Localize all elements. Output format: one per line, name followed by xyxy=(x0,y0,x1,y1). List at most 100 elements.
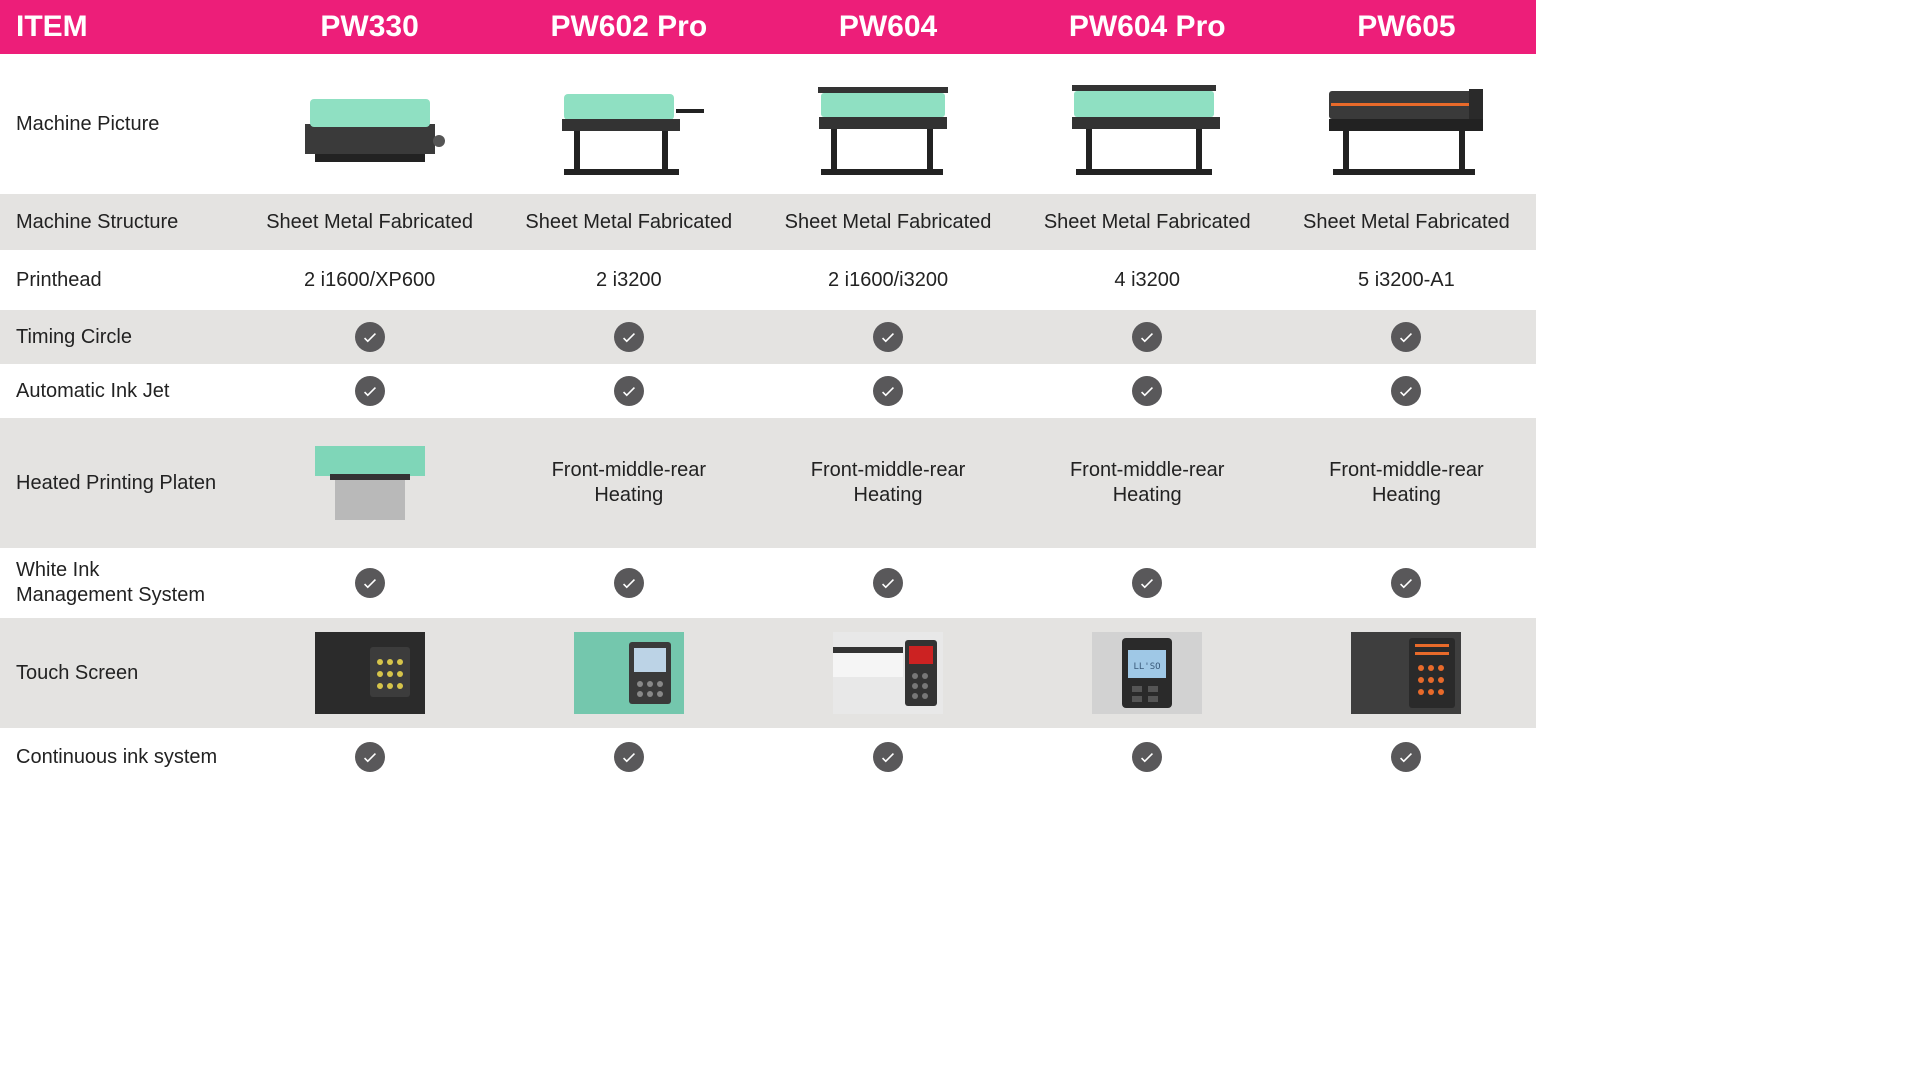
header-col-2: PW604 xyxy=(758,6,1017,48)
label-printhead: Printhead xyxy=(0,269,240,292)
check-icon xyxy=(1132,376,1162,406)
row-whiteink: White Ink Management System xyxy=(0,548,1536,618)
touchscreen-image-0 xyxy=(315,632,425,714)
check-icon xyxy=(873,742,903,772)
touchscreen-image-4 xyxy=(1351,632,1461,714)
check-icon xyxy=(873,376,903,406)
printer-image-pw330 xyxy=(285,69,455,179)
row-structure: Machine Structure Sheet Metal Fabricated… xyxy=(0,194,1536,250)
timing-2 xyxy=(758,318,1017,356)
table-header-row: ITEM PW330 PW602 Pro PW604 PW604 Pro PW6… xyxy=(0,0,1536,54)
touchscreen-image-1 xyxy=(574,632,684,714)
printhead-0: 2 i1600/XP600 xyxy=(240,265,499,296)
structure-4: Sheet Metal Fabricated xyxy=(1277,207,1536,238)
svg-text:LL'SO: LL'SO xyxy=(1134,662,1161,672)
structure-2: Sheet Metal Fabricated xyxy=(758,207,1017,238)
check-icon xyxy=(614,742,644,772)
platen-text-3: Front-middle-rear Heating xyxy=(1070,458,1224,508)
screen-4 xyxy=(1277,628,1536,718)
check-icon xyxy=(614,568,644,598)
ciss-0 xyxy=(240,738,499,776)
timing-4 xyxy=(1277,318,1536,356)
printer-image-pw602pro xyxy=(544,69,714,179)
autoink-1 xyxy=(499,372,758,410)
check-icon xyxy=(614,322,644,352)
label-timing: Timing Circle xyxy=(0,326,240,349)
row-platen: Heated Printing Platen Front-middle-rear… xyxy=(0,418,1536,548)
ciss-3 xyxy=(1018,738,1277,776)
row-ciss: Continuous ink system xyxy=(0,728,1536,786)
timing-3 xyxy=(1018,318,1277,356)
whiteink-0 xyxy=(240,564,499,602)
platen-0 xyxy=(240,434,499,532)
label-structure: Machine Structure xyxy=(0,211,240,234)
picture-cell-0 xyxy=(240,65,499,183)
platen-text-2: Front-middle-rear Heating xyxy=(811,458,965,508)
screen-0 xyxy=(240,628,499,718)
label-platen: Heated Printing Platen xyxy=(0,472,240,495)
screen-1 xyxy=(499,628,758,718)
check-icon xyxy=(355,376,385,406)
comparison-table: ITEM PW330 PW602 Pro PW604 PW604 Pro PW6… xyxy=(0,0,1536,786)
structure-3: Sheet Metal Fabricated xyxy=(1018,207,1277,238)
platen-4: Front-middle-rear Heating xyxy=(1277,454,1536,512)
picture-cell-4 xyxy=(1277,65,1536,183)
platen-image xyxy=(310,438,430,528)
header-col-0: PW330 xyxy=(240,6,499,48)
autoink-0 xyxy=(240,372,499,410)
whiteink-2 xyxy=(758,564,1017,602)
touchscreen-image-2 xyxy=(833,632,943,714)
screen-2 xyxy=(758,628,1017,718)
printhead-4: 5 i3200-A1 xyxy=(1277,265,1536,296)
printer-image-pw605 xyxy=(1321,69,1491,179)
label-whiteink: White Ink Management System xyxy=(0,558,240,608)
ciss-4 xyxy=(1277,738,1536,776)
printer-image-pw604pro xyxy=(1062,69,1232,179)
check-icon xyxy=(355,568,385,598)
check-icon xyxy=(1132,568,1162,598)
timing-1 xyxy=(499,318,758,356)
picture-cell-3 xyxy=(1018,65,1277,183)
screen-3: LL'SO xyxy=(1018,628,1277,718)
printhead-3: 4 i3200 xyxy=(1018,265,1277,296)
autoink-2 xyxy=(758,372,1017,410)
ciss-1 xyxy=(499,738,758,776)
check-icon xyxy=(1132,322,1162,352)
platen-1: Front-middle-rear Heating xyxy=(499,454,758,512)
check-icon xyxy=(355,322,385,352)
check-icon xyxy=(1132,742,1162,772)
check-icon xyxy=(1391,568,1421,598)
row-printhead: Printhead 2 i1600/XP600 2 i3200 2 i1600/… xyxy=(0,250,1536,310)
platen-3: Front-middle-rear Heating xyxy=(1018,454,1277,512)
printhead-1: 2 i3200 xyxy=(499,265,758,296)
autoink-3 xyxy=(1018,372,1277,410)
label-picture: Machine Picture xyxy=(0,113,240,136)
header-col-3: PW604 Pro xyxy=(1018,6,1277,48)
whiteink-4 xyxy=(1277,564,1536,602)
printhead-2: 2 i1600/i3200 xyxy=(758,265,1017,296)
row-timing: Timing Circle xyxy=(0,310,1536,364)
ciss-2 xyxy=(758,738,1017,776)
touchscreen-image-3: LL'SO xyxy=(1092,632,1202,714)
platen-2: Front-middle-rear Heating xyxy=(758,454,1017,512)
picture-cell-2 xyxy=(758,65,1017,183)
header-col-4: PW605 xyxy=(1277,6,1536,48)
picture-cell-1 xyxy=(499,65,758,183)
check-icon xyxy=(1391,742,1421,772)
structure-0: Sheet Metal Fabricated xyxy=(240,207,499,238)
header-item-label: ITEM xyxy=(0,10,240,44)
platen-text-4: Front-middle-rear Heating xyxy=(1329,458,1483,508)
row-picture: Machine Picture xyxy=(0,54,1536,194)
check-icon xyxy=(873,322,903,352)
check-icon xyxy=(1391,322,1421,352)
header-col-1: PW602 Pro xyxy=(499,6,758,48)
row-screen: Touch Screen xyxy=(0,618,1536,728)
whiteink-1 xyxy=(499,564,758,602)
timing-0 xyxy=(240,318,499,356)
check-icon xyxy=(873,568,903,598)
check-icon xyxy=(614,376,644,406)
label-whiteink-text: White Ink Management System xyxy=(16,558,205,608)
autoink-4 xyxy=(1277,372,1536,410)
check-icon xyxy=(1391,376,1421,406)
label-ciss: Continuous ink system xyxy=(0,746,240,769)
